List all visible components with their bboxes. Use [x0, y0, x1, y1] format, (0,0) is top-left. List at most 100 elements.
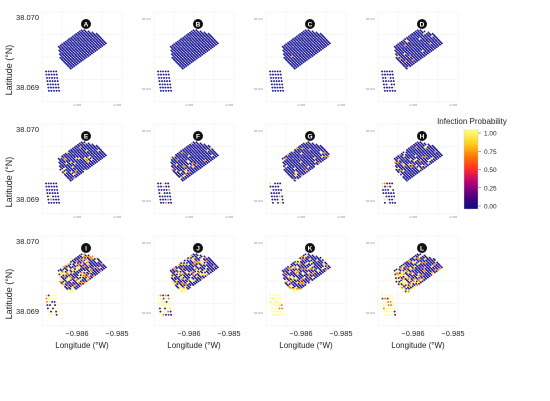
data-point	[288, 155, 291, 158]
data-point	[183, 41, 186, 44]
data-point	[87, 48, 90, 51]
data-point	[389, 201, 391, 204]
data-point	[193, 45, 195, 48]
data-point	[65, 162, 68, 165]
data-point	[69, 175, 72, 178]
data-point	[72, 43, 75, 45]
data-point	[65, 44, 68, 47]
data-point	[433, 271, 436, 274]
data-point	[73, 146, 76, 149]
legend-tick-label: 0.00	[484, 204, 497, 211]
data-point	[384, 300, 387, 303]
data-point	[57, 157, 60, 160]
data-point	[190, 145, 193, 147]
data-point	[405, 67, 408, 70]
data-point	[173, 155, 176, 158]
data-point	[96, 272, 99, 275]
data-point	[188, 146, 191, 149]
data-point	[405, 61, 408, 64]
data-point	[410, 60, 413, 63]
data-point	[65, 160, 68, 162]
data-point	[86, 53, 89, 56]
data-point	[175, 45, 178, 48]
data-point	[194, 158, 197, 161]
data-point	[299, 55, 302, 58]
data-point	[393, 307, 396, 310]
data-point	[299, 45, 302, 48]
data-point	[311, 30, 314, 33]
data-point	[188, 168, 191, 171]
data-point	[405, 39, 408, 42]
data-point	[187, 63, 190, 66]
data-point	[195, 45, 198, 48]
data-point	[61, 46, 64, 49]
data-point	[426, 52, 429, 55]
data-point	[92, 144, 95, 147]
data-point	[269, 70, 271, 73]
data-point	[79, 164, 82, 167]
data-point	[162, 201, 165, 204]
data-point	[100, 37, 103, 40]
data-point	[182, 158, 185, 161]
data-point	[322, 38, 325, 41]
data-point	[430, 43, 433, 46]
y-axis-label-middle: Latitude (°N)	[4, 157, 14, 208]
data-point	[160, 185, 162, 188]
data-point	[389, 76, 392, 79]
data-point	[211, 42, 213, 45]
data-point	[274, 185, 277, 188]
data-point	[440, 266, 443, 269]
data-point	[67, 161, 69, 164]
data-point	[184, 43, 187, 45]
data-point	[97, 153, 100, 156]
data-point	[302, 42, 305, 45]
data-point	[193, 167, 196, 170]
data-point	[280, 188, 283, 191]
data-point	[314, 48, 317, 51]
data-point	[92, 163, 95, 166]
data-point	[309, 31, 312, 34]
data-point	[295, 56, 298, 59]
data-point	[300, 62, 303, 65]
data-point	[87, 52, 90, 55]
data-point	[99, 152, 102, 154]
data-point	[172, 163, 175, 166]
data-point	[390, 304, 393, 307]
data-point	[186, 50, 188, 53]
data-point	[215, 43, 218, 46]
data-point	[174, 166, 177, 169]
data-point	[171, 56, 174, 59]
data-point	[174, 54, 177, 57]
data-point	[309, 37, 312, 40]
data-point	[90, 52, 93, 55]
data-point	[176, 46, 179, 49]
data-point	[85, 156, 88, 158]
data-point	[68, 162, 71, 165]
data-point	[167, 313, 170, 316]
data-point	[205, 40, 208, 43]
y-tick-label: 38.069	[16, 83, 39, 92]
data-point	[306, 50, 309, 53]
data-point	[188, 46, 191, 49]
data-point	[186, 172, 189, 175]
data-point	[323, 36, 326, 39]
data-point	[201, 165, 204, 168]
data-point	[310, 53, 313, 56]
data-point	[434, 44, 437, 47]
data-point	[78, 33, 81, 35]
data-point	[287, 45, 290, 48]
data-point	[55, 201, 58, 204]
data-point	[50, 198, 52, 201]
data-point	[198, 159, 201, 162]
data-point	[414, 55, 417, 58]
data-point	[157, 294, 159, 297]
data-point	[70, 152, 73, 155]
data-point	[51, 192, 54, 195]
data-point	[61, 165, 64, 167]
data-point	[297, 46, 300, 49]
data-point	[412, 44, 415, 47]
data-point	[190, 285, 193, 288]
data-point	[95, 144, 98, 147]
data-point	[58, 313, 61, 316]
data-point	[104, 154, 107, 157]
